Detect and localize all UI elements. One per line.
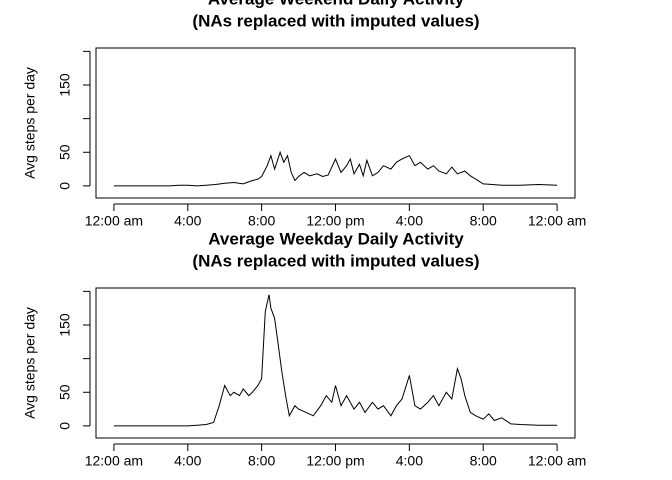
x-tick-label: 12:00 pm bbox=[306, 453, 364, 469]
y-tick-label: 0 bbox=[57, 182, 73, 190]
x-tick-label: 4:00 bbox=[174, 213, 201, 229]
x-tick-label: 12:00 am bbox=[528, 213, 586, 229]
y-tick-label: 150 bbox=[57, 313, 73, 337]
chart-subtitle: (NAs replaced with imputed values) bbox=[192, 11, 479, 30]
x-tick-label: 8:00 bbox=[248, 453, 275, 469]
x-tick-label: 4:00 bbox=[396, 213, 423, 229]
plot-frame bbox=[95, 287, 576, 439]
x-tick-label: 12:00 am bbox=[85, 453, 143, 469]
x-tick-label: 4:00 bbox=[174, 453, 201, 469]
y-tick-label: 0 bbox=[57, 422, 73, 430]
chart-title: Average Weekday Daily Activity bbox=[208, 229, 464, 248]
y-axis-label: Avg steps per day bbox=[22, 67, 38, 179]
y-tick-label: 50 bbox=[57, 384, 73, 400]
y-tick-label: 50 bbox=[57, 144, 73, 160]
data-line bbox=[113, 150, 558, 187]
chart-title: Average Weekend Daily Activity bbox=[208, 0, 465, 8]
x-tick-label: 8:00 bbox=[470, 213, 497, 229]
x-tick-label: 12:00 pm bbox=[306, 213, 364, 229]
chart-subtitle: (NAs replaced with imputed values) bbox=[192, 251, 479, 270]
x-tick-label: 4:00 bbox=[396, 453, 423, 469]
x-tick-label: 12:00 am bbox=[85, 213, 143, 229]
x-tick-label: 12:00 am bbox=[528, 453, 586, 469]
x-tick-label: 8:00 bbox=[248, 213, 275, 229]
y-tick-label: 150 bbox=[57, 73, 73, 97]
x-tick-label: 8:00 bbox=[470, 453, 497, 469]
y-axis-label: Avg steps per day bbox=[22, 307, 38, 419]
plot-frame bbox=[95, 47, 576, 199]
data-line bbox=[113, 294, 558, 427]
